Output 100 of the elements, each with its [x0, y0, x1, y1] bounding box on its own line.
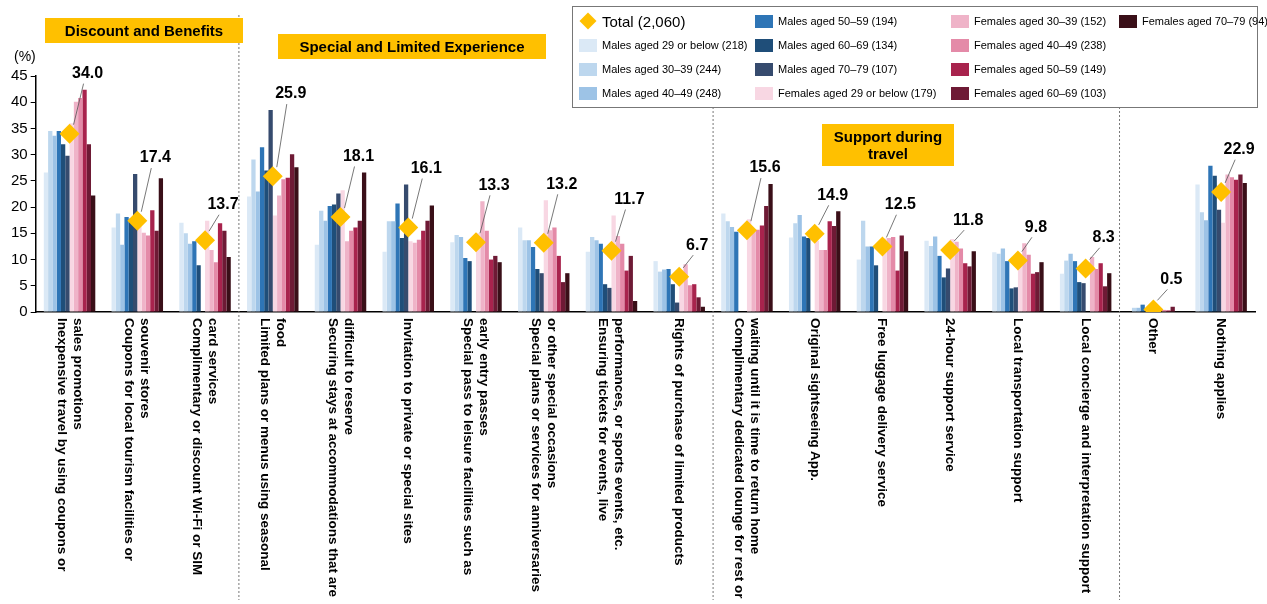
- bar: [43, 172, 49, 312]
- point: [1211, 181, 1232, 202]
- y-tick-label: 40: [11, 92, 28, 110]
- bar: [196, 265, 201, 312]
- bar: [670, 284, 675, 312]
- bar: [1221, 222, 1226, 312]
- bar: [1131, 307, 1137, 312]
- bar: [899, 235, 904, 312]
- bar: [556, 255, 561, 312]
- bar: [632, 300, 638, 312]
- bar: [179, 222, 184, 312]
- data-label: 17.4: [139, 148, 171, 166]
- bar: [873, 265, 879, 312]
- bar: [361, 172, 367, 312]
- bar: [721, 213, 726, 312]
- bar: [967, 266, 972, 312]
- bar: [467, 261, 472, 312]
- bar: [666, 269, 671, 312]
- data-label: 12.5: [884, 195, 917, 213]
- x-tick-label: Free luggage delivery service: [874, 318, 891, 508]
- bar: [827, 221, 832, 312]
- bar: [1009, 288, 1014, 312]
- bar: [65, 155, 70, 312]
- x-tick-label: Inexpensive travel by using coupons or sales promotions: [53, 318, 86, 574]
- bar: [349, 230, 354, 312]
- bar: [314, 244, 320, 312]
- bar: [945, 268, 951, 312]
- bar: [687, 285, 693, 312]
- data-label: 8.3: [1092, 228, 1115, 246]
- bar: [1225, 174, 1230, 312]
- bar: [1199, 212, 1204, 312]
- bar: [497, 262, 502, 312]
- x-tick-label: 24-hour support service: [942, 318, 959, 472]
- x-tick-label: Original sightseeing App.: [806, 318, 823, 482]
- bar: [526, 240, 531, 312]
- legend-label: Females aged 60–69 (103): [974, 87, 1107, 99]
- bar: [277, 195, 282, 312]
- bar: [657, 271, 663, 312]
- bar: [323, 220, 328, 312]
- bar: [395, 203, 400, 312]
- bar: [60, 144, 66, 312]
- bar: [344, 241, 350, 312]
- bar: [289, 154, 295, 312]
- bar: [933, 236, 938, 312]
- text: Special and Limited Experience: [278, 34, 546, 59]
- point: [330, 207, 351, 228]
- legend-label: Females aged 40–49 (238): [974, 39, 1107, 51]
- bar: [937, 255, 942, 312]
- bar: [751, 229, 756, 312]
- bar: [1136, 307, 1141, 312]
- bar: [145, 235, 151, 312]
- bar: [454, 234, 459, 312]
- bar: [996, 253, 1001, 312]
- bar: [797, 214, 802, 312]
- bar: [1195, 184, 1200, 312]
- legend-label: Females aged 50–59 (149): [974, 63, 1107, 75]
- bar: [294, 167, 299, 312]
- data-label: 18.1: [342, 146, 375, 164]
- x-tick-label: Invitation to private or special sites: [400, 318, 417, 544]
- bar: [823, 250, 828, 312]
- bar: [1234, 179, 1239, 312]
- bar: [141, 232, 146, 312]
- bar: [272, 215, 278, 312]
- point: [940, 240, 961, 261]
- bar: [251, 159, 256, 312]
- point: [736, 220, 757, 241]
- bar: [764, 206, 769, 312]
- bar: [217, 223, 223, 312]
- bar: [1072, 261, 1078, 312]
- bar: [624, 270, 629, 312]
- bar: [607, 287, 612, 312]
- bar: [1242, 182, 1247, 312]
- y-tick-label: 15: [11, 223, 28, 241]
- bar: [992, 252, 997, 312]
- bar: [903, 251, 909, 312]
- bar: [192, 241, 197, 312]
- bar: [1064, 260, 1069, 312]
- bar: [941, 277, 946, 312]
- bar: [115, 213, 121, 312]
- bar: [653, 261, 658, 312]
- data-label: 13.7: [207, 195, 239, 213]
- point: [872, 236, 893, 257]
- bar: [154, 230, 159, 312]
- bar: [818, 250, 824, 312]
- bar: [480, 201, 485, 312]
- x-tick-label: Other: [1145, 318, 1162, 355]
- point: [59, 123, 80, 144]
- bar: [463, 257, 468, 312]
- bar: [183, 233, 188, 312]
- data-label: 25.9: [275, 84, 307, 102]
- bar: [674, 302, 680, 312]
- bar: [788, 237, 794, 312]
- bar: [700, 306, 705, 312]
- bar: [836, 211, 841, 312]
- data-label: 15.6: [749, 158, 781, 176]
- bar: [222, 230, 227, 312]
- bar: [86, 144, 92, 312]
- bar: [801, 236, 807, 312]
- point: [465, 232, 486, 253]
- bar: [412, 242, 417, 312]
